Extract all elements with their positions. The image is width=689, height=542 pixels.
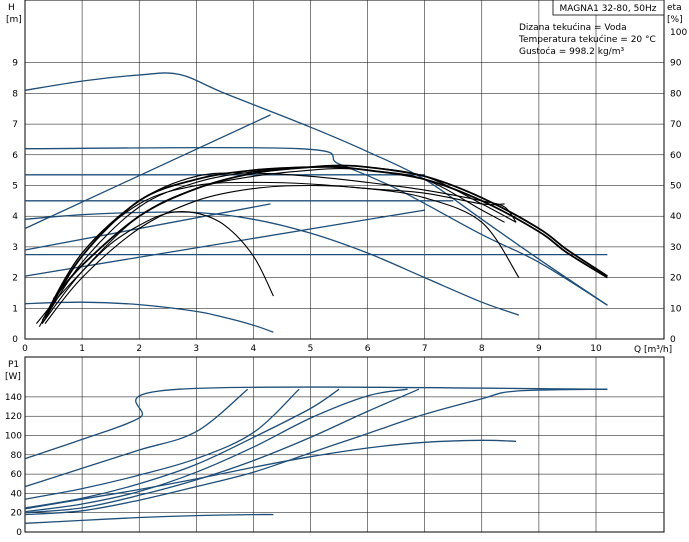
power-curve (24, 388, 340, 509)
y-axis-unit: [W] (5, 372, 21, 382)
x-tick-label: 3 (193, 344, 199, 354)
y-tick-label: 60 (11, 470, 23, 480)
x-tick-label: 8 (479, 344, 485, 354)
x-tick-label: 2 (136, 344, 142, 354)
control-curve-line (24, 209, 425, 277)
x-tick-label: 0 (22, 344, 28, 354)
y2-axis-unit: [%] (667, 15, 683, 25)
power-curve (24, 388, 249, 488)
efficiency-curve (52, 164, 608, 300)
y-tick-label: 2 (12, 274, 18, 284)
y2-tick-label: 100 (670, 28, 687, 38)
x-tick-label: 10 (590, 344, 602, 354)
top-plot-frame (24, 0, 665, 340)
power-curve (24, 386, 608, 460)
y2-tick-label: 40 (670, 212, 682, 222)
y-tick-label: 8 (12, 89, 18, 99)
chart-title: MAGNA1 32-80, 50Hz (559, 4, 656, 14)
y-axis-unit: [m] (6, 15, 22, 25)
power-curve (24, 388, 300, 500)
fluid-info-line: Temperatura tekućine = 20 °C (518, 34, 656, 45)
power-chart: 0 20 40 60 80 100 120 140 P1 [W] (5, 356, 665, 538)
y2-tick-label: 80 (670, 89, 682, 99)
head-curve (24, 211, 520, 316)
power-curve (24, 388, 408, 513)
y-tick-label: 4 (12, 212, 18, 222)
y2-tick-label: 10 (670, 304, 682, 314)
y-tick-label: 0 (16, 528, 22, 538)
efficiency-curve (44, 165, 608, 318)
x-tick-label: 5 (308, 344, 314, 354)
y-tick-label: 6 (12, 151, 18, 161)
power-curve (24, 513, 274, 524)
y2-tick-label: 90 (670, 59, 682, 69)
title-box (552, 0, 665, 16)
head-curve (24, 146, 608, 306)
y2-tick-label: 30 (670, 243, 682, 253)
fluid-info-line: Dizana tekućina = Voda (519, 22, 627, 33)
efficiency-curve (41, 181, 505, 321)
efficiency-curve (41, 168, 505, 324)
head-curve (24, 72, 608, 306)
x-tick-label: 7 (422, 344, 428, 354)
y-axis-label: H (8, 3, 15, 13)
head-efficiency-chart: 0 1 2 3 4 5 6 7 8 9 100123456789010203040506070809… (6, 0, 687, 355)
y-tick-label: 20 (11, 509, 23, 519)
y2-tick-label: 0 (670, 335, 676, 345)
y-tick-label: 3 (12, 243, 18, 253)
y-tick-label: 100 (5, 432, 22, 442)
y2-tick-label: 20 (670, 274, 682, 284)
y2-tick-label: 50 (670, 182, 682, 192)
x-tick-label: 1 (79, 344, 85, 354)
y-tick-label: 120 (5, 412, 22, 422)
y-tick-label: 0 (12, 335, 18, 345)
y-tick-label: 1 (12, 304, 18, 314)
fluid-info-line: Gustoća = 998.2 kg/m³ (519, 46, 624, 57)
y-axis-label: P1 (8, 360, 19, 370)
head-curve (24, 301, 274, 333)
control-curve-line (24, 114, 271, 230)
x-axis-label: Q [m³/h] (634, 345, 672, 355)
efficiency-curve (44, 184, 520, 324)
efficiency-curve (35, 211, 274, 324)
x-tick-label: 4 (251, 344, 257, 354)
y2-axis-label: eta (667, 3, 682, 13)
y-tick-label: 40 (11, 489, 23, 499)
y-tick-label: 140 (5, 393, 22, 403)
y-tick-label: 80 (11, 451, 23, 461)
y2-tick-label: 70 (670, 120, 682, 130)
y2-tick-label: 60 (670, 151, 682, 161)
control-curve-line (24, 203, 271, 251)
y-tick-label: 5 (12, 182, 18, 192)
y-tick-label: 7 (12, 120, 18, 130)
bottom-plot-frame (24, 356, 665, 533)
power-curve (24, 388, 420, 514)
x-tick-label: 6 (365, 344, 371, 354)
power-curve (24, 388, 608, 516)
power-curve (24, 439, 517, 510)
y-tick-label: 9 (12, 59, 18, 69)
x-tick-label: 9 (536, 344, 542, 354)
